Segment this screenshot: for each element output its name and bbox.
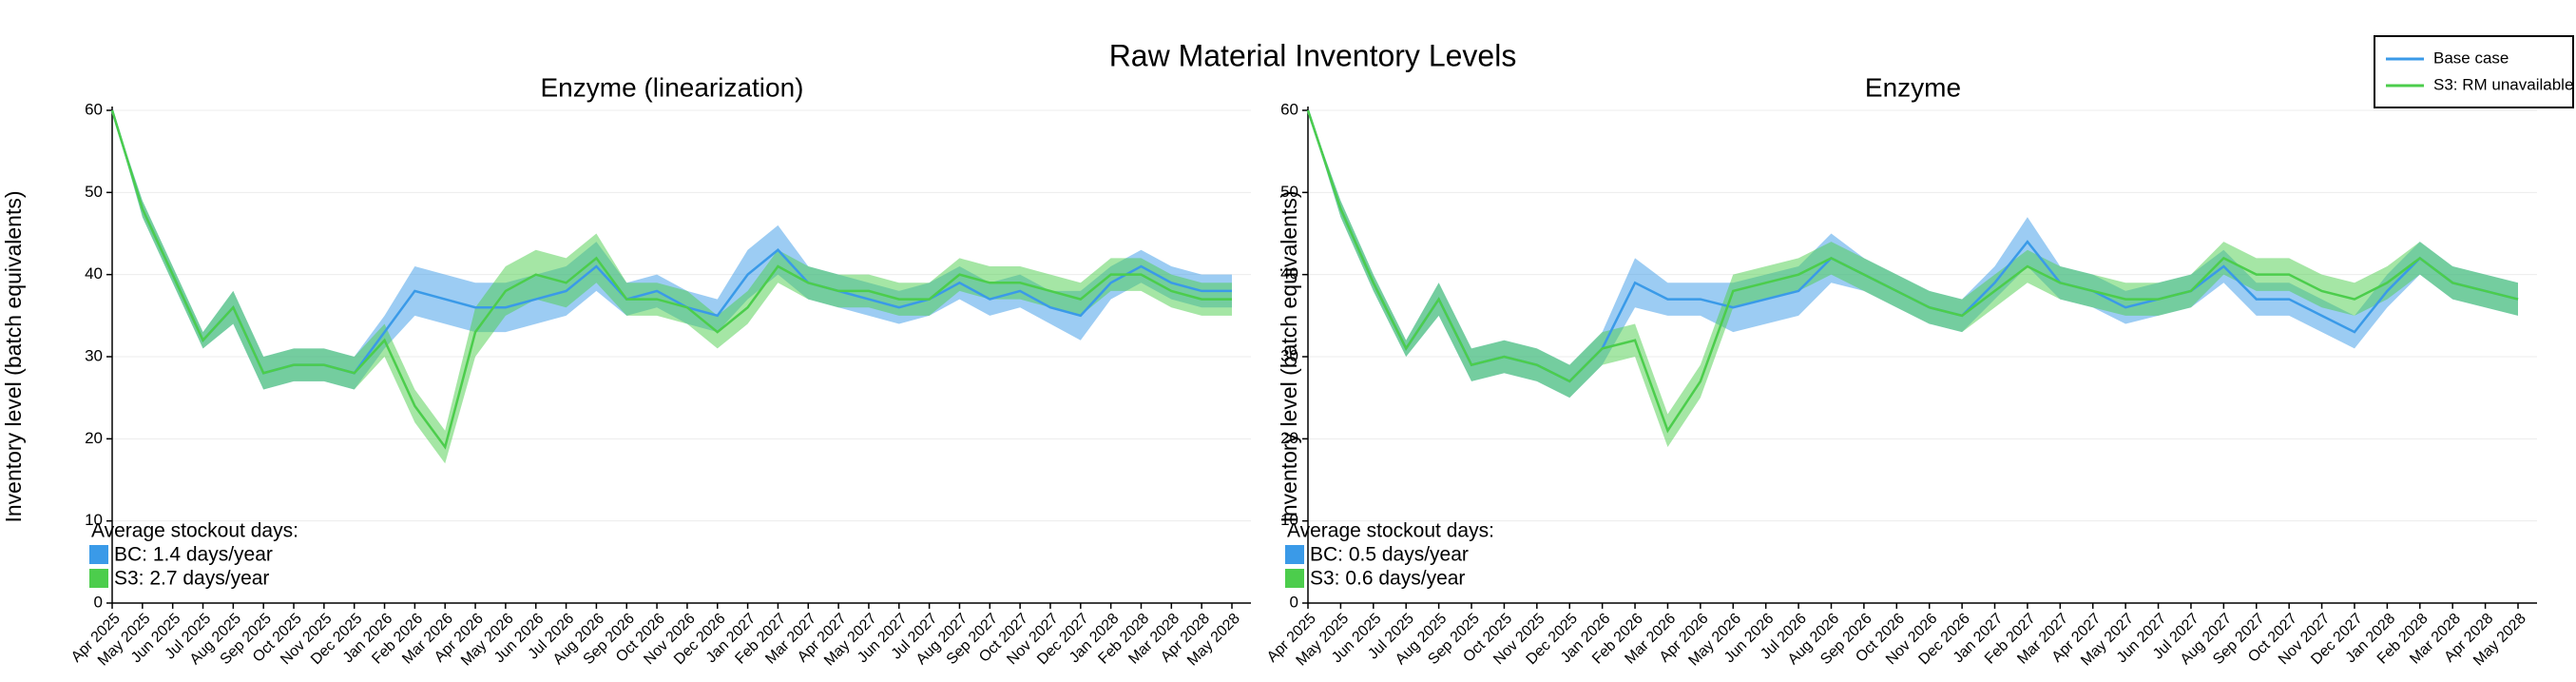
y-tick-label: 0 xyxy=(94,593,103,611)
annotation-swatch xyxy=(1285,569,1304,588)
annotation-item: BC: 0.5 days/year xyxy=(1310,544,1469,566)
y-tick-label: 30 xyxy=(1280,346,1298,364)
y-axis-label: Inventory level (batch equivalents) xyxy=(1277,190,1301,522)
annotation-title: Average stockout days: xyxy=(91,520,298,542)
y-tick-label: 10 xyxy=(1280,511,1298,529)
line xyxy=(1306,109,2519,434)
y-tick-label: 0 xyxy=(1290,593,1298,611)
y-axis-label: Inventory level (batch equivalents) xyxy=(1,190,26,522)
band xyxy=(1308,110,2518,447)
y-tick-label: 60 xyxy=(1280,100,1298,118)
y-tick-label: 10 xyxy=(85,511,103,529)
y-tick-label: 40 xyxy=(1280,264,1298,283)
y-tick-label: 20 xyxy=(85,429,103,447)
legend-label: Base case xyxy=(2433,49,2509,67)
y-tick-label: 50 xyxy=(85,183,103,201)
y-tick-label: 20 xyxy=(1280,429,1298,447)
chart-title: Enzyme xyxy=(1865,72,1961,102)
band xyxy=(1308,110,2518,399)
annotation-title: Average stockout days: xyxy=(1287,520,1494,542)
y-tick-label: 30 xyxy=(85,346,103,364)
y-tick-label: 50 xyxy=(1280,183,1298,201)
legend-label: S3: RM unavailable xyxy=(2433,75,2573,93)
figure-title: Raw Material Inventory Levels xyxy=(1109,38,1517,72)
annotation-swatch xyxy=(89,569,108,588)
y-tick-label: 60 xyxy=(85,100,103,118)
band xyxy=(112,110,1232,464)
y-tick-label: 40 xyxy=(85,264,103,283)
chart-title: Enzyme (linearization) xyxy=(541,72,804,102)
line xyxy=(110,109,1232,450)
annotation-item: S3: 0.6 days/year xyxy=(1310,568,1465,590)
annotation-swatch xyxy=(89,545,108,564)
line xyxy=(1306,109,2519,383)
annotation-swatch xyxy=(1285,545,1304,564)
band xyxy=(112,110,1232,390)
annotation-item: BC: 1.4 days/year xyxy=(114,544,273,566)
line xyxy=(110,109,1232,375)
annotation-item: S3: 2.7 days/year xyxy=(114,568,269,590)
legend-box xyxy=(2374,35,2574,108)
